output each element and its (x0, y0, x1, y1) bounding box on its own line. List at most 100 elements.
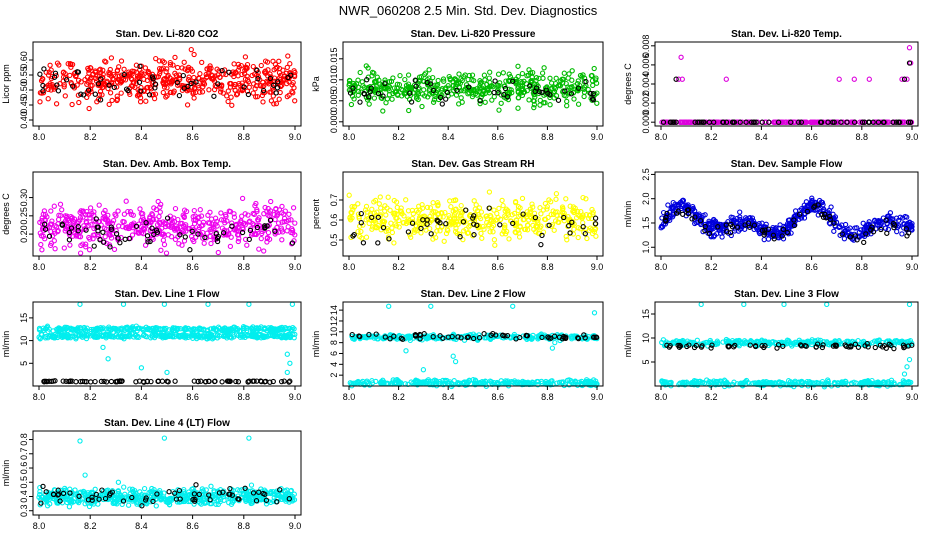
data-point (692, 119, 698, 125)
data-point (125, 87, 131, 94)
series-subset (660, 60, 914, 125)
data-point (730, 119, 736, 125)
data-point (398, 86, 405, 93)
x-tick-label: 8.8 (856, 262, 869, 272)
data-point (160, 219, 166, 225)
data-point (272, 228, 278, 234)
data-point (503, 78, 509, 84)
data-point (102, 234, 108, 240)
data-point (668, 119, 674, 125)
data-point (551, 227, 557, 233)
data-point (160, 237, 167, 243)
data-point (281, 219, 287, 225)
data-point (219, 67, 225, 74)
data-point (660, 209, 667, 216)
data-point (271, 82, 277, 88)
data-point (495, 71, 502, 77)
y-tick-label: 0.002 (641, 92, 651, 115)
plot-frame (342, 41, 604, 127)
data-point (102, 58, 108, 64)
y-tick-label: 0.010 (329, 69, 339, 92)
data-point (355, 211, 362, 217)
data-point (476, 205, 483, 211)
data-point (543, 87, 549, 93)
data-point (430, 86, 437, 92)
data-point (41, 208, 48, 214)
y-tick-label: 5 (19, 361, 29, 366)
data-point (490, 229, 496, 235)
x-tick-label: 8.2 (392, 392, 405, 402)
data-point (192, 89, 199, 96)
y-tick-label: 8 (329, 340, 339, 345)
data-point (260, 99, 266, 105)
data-point (901, 76, 908, 82)
data-point (382, 203, 388, 209)
data-point (181, 59, 187, 65)
data-point (122, 236, 128, 242)
data-point (531, 104, 537, 111)
plot-frame (342, 171, 604, 257)
data-point (539, 89, 545, 96)
data-point (108, 224, 114, 230)
data-point (141, 88, 147, 94)
data-point (435, 77, 441, 84)
data-point (486, 189, 493, 195)
data-point (467, 85, 473, 91)
data-point (349, 204, 355, 210)
data-point (580, 224, 586, 230)
data-point (46, 233, 53, 239)
data-point (48, 240, 55, 246)
data-point (563, 233, 569, 240)
data-point (78, 208, 84, 214)
data-point (593, 80, 600, 86)
data-point (110, 217, 117, 224)
data-point (559, 76, 565, 82)
data-point (225, 98, 231, 105)
data-point (575, 234, 581, 241)
data-point (161, 301, 168, 307)
data-point (413, 207, 420, 214)
data-point (65, 61, 71, 67)
data-point (512, 229, 518, 235)
data-point (591, 310, 598, 316)
data-point (254, 224, 261, 231)
data-point (375, 214, 381, 220)
data-point (52, 246, 58, 252)
data-point (165, 232, 171, 238)
data-point (118, 90, 124, 96)
data-point (243, 64, 249, 70)
data-point (125, 208, 131, 215)
data-point (273, 100, 280, 107)
data-point (397, 72, 403, 79)
data-point (477, 98, 483, 104)
data-point (208, 228, 214, 235)
data-point (366, 101, 372, 107)
data-point (261, 83, 267, 89)
data-point (218, 210, 224, 216)
data-point (451, 197, 457, 204)
data-point (527, 209, 533, 216)
data-point (105, 212, 111, 218)
data-point (501, 92, 507, 98)
data-point (355, 201, 361, 207)
data-point (123, 198, 129, 204)
data-point (108, 226, 115, 232)
data-point (418, 230, 424, 236)
data-point (246, 236, 252, 243)
data-point (227, 80, 233, 87)
data-point (391, 240, 397, 246)
data-point (459, 99, 465, 105)
data-point (530, 222, 536, 229)
data-point (524, 214, 530, 220)
data-point (256, 246, 262, 252)
data-point (358, 220, 364, 226)
data-point (490, 84, 496, 90)
data-point (437, 94, 444, 101)
data-point (287, 70, 293, 76)
data-point (577, 72, 584, 79)
data-point (533, 229, 539, 235)
data-point (121, 211, 128, 217)
data-point (491, 89, 497, 96)
